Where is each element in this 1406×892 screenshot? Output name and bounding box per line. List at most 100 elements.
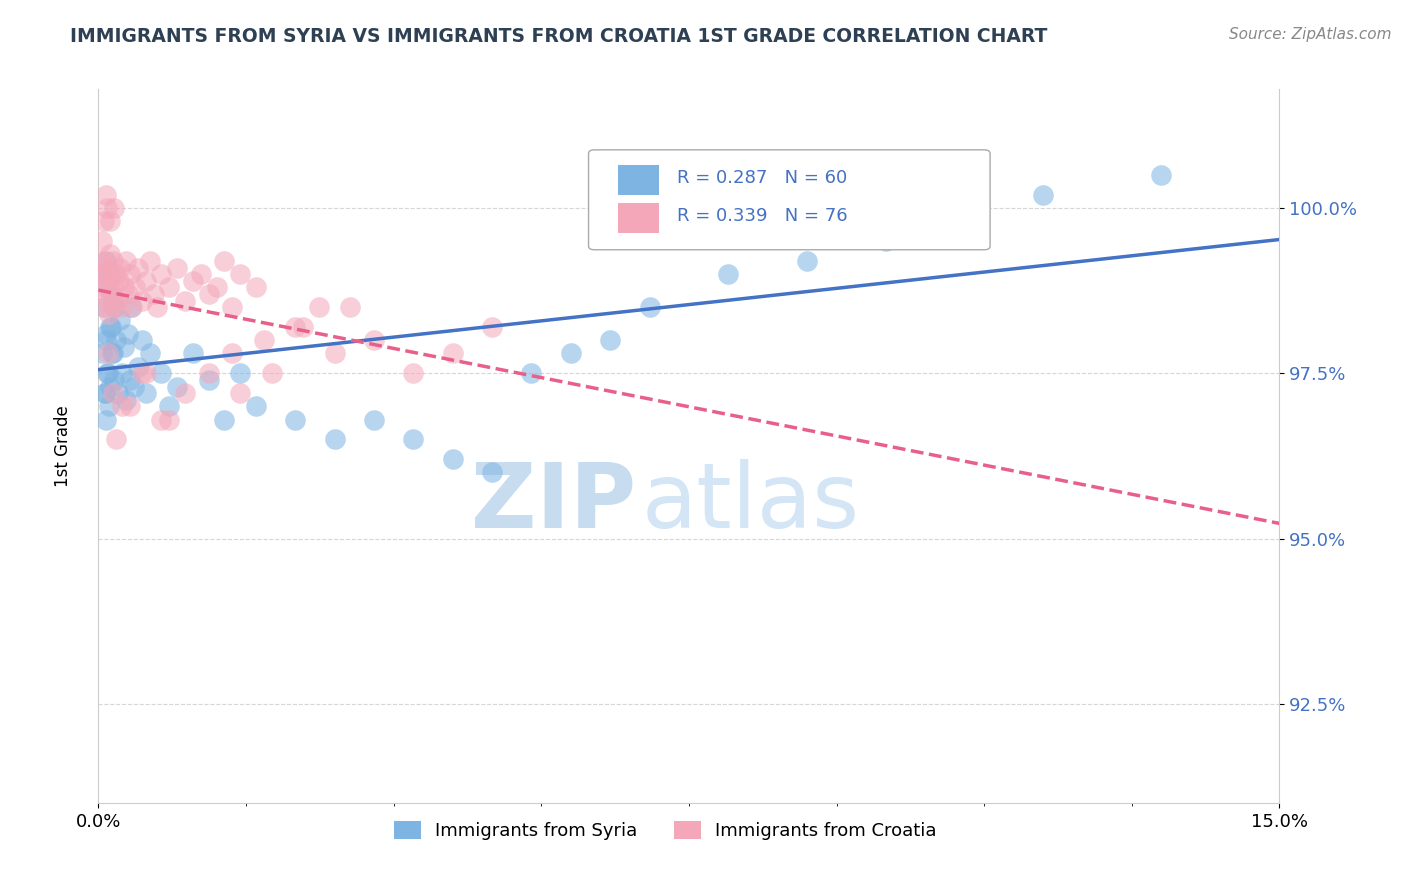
Point <box>953 214 976 228</box>
FancyBboxPatch shape <box>589 150 990 250</box>
Point <box>98 274 121 288</box>
Point <box>93 386 115 401</box>
Point <box>131 367 153 381</box>
Point <box>97 307 120 321</box>
Text: IMMIGRANTS FROM SYRIA VS IMMIGRANTS FROM CROATIA 1ST GRADE CORRELATION CHART: IMMIGRANTS FROM SYRIA VS IMMIGRANTS FROM… <box>70 27 1047 45</box>
Point <box>104 433 127 447</box>
Point <box>93 300 115 314</box>
Point <box>112 340 135 354</box>
Point <box>1032 188 1054 202</box>
Point <box>363 412 385 426</box>
Point <box>91 267 114 281</box>
Point <box>157 412 180 426</box>
Point <box>245 280 267 294</box>
Point <box>131 293 153 308</box>
Point <box>166 379 188 393</box>
Point <box>98 247 121 261</box>
Point <box>150 267 173 281</box>
Point <box>115 254 138 268</box>
Text: atlas: atlas <box>641 459 860 547</box>
Point <box>124 280 146 294</box>
Text: Source: ZipAtlas.com: Source: ZipAtlas.com <box>1229 27 1392 42</box>
Point <box>103 373 125 387</box>
Point <box>205 280 228 294</box>
Point <box>560 346 582 360</box>
Point <box>875 234 897 248</box>
Point <box>89 254 111 268</box>
Point <box>481 320 503 334</box>
Point <box>90 280 112 294</box>
Point <box>94 280 117 294</box>
Point <box>308 300 330 314</box>
Point <box>229 386 252 401</box>
Point <box>96 326 118 341</box>
Point <box>96 254 118 268</box>
Point <box>110 260 132 275</box>
Text: ZIP: ZIP <box>471 459 636 547</box>
Point <box>91 234 114 248</box>
Point <box>98 214 121 228</box>
Point <box>122 379 145 393</box>
Point <box>101 293 124 308</box>
Point <box>97 367 120 381</box>
Point <box>181 346 204 360</box>
Point <box>214 412 236 426</box>
FancyBboxPatch shape <box>619 165 659 194</box>
Point <box>103 300 125 314</box>
Point <box>221 346 243 360</box>
Point <box>339 300 361 314</box>
Point <box>190 267 212 281</box>
Point <box>260 367 283 381</box>
Point <box>117 326 139 341</box>
Point <box>118 373 141 387</box>
Point <box>101 386 124 401</box>
Point <box>111 367 134 381</box>
Point <box>520 367 543 381</box>
Point <box>91 346 114 360</box>
Point <box>323 433 346 447</box>
Point <box>197 367 219 381</box>
Point <box>166 260 188 275</box>
Point <box>131 333 153 347</box>
Point <box>104 267 127 281</box>
Text: 1st Grade: 1st Grade <box>55 405 72 487</box>
Point <box>150 412 173 426</box>
Point <box>181 274 204 288</box>
Point <box>96 267 118 281</box>
Point <box>121 300 143 314</box>
Point <box>142 287 165 301</box>
Point <box>101 346 124 360</box>
Point <box>115 392 138 407</box>
Point <box>96 293 118 308</box>
Point <box>157 280 180 294</box>
Point <box>245 400 267 414</box>
Point <box>103 280 125 294</box>
Point <box>101 346 124 360</box>
Point <box>96 201 118 215</box>
Point <box>135 274 157 288</box>
Point <box>101 267 124 281</box>
Point <box>284 412 307 426</box>
Point <box>118 400 141 414</box>
Point <box>108 274 131 288</box>
Point <box>98 267 121 281</box>
Point <box>127 260 149 275</box>
Point <box>221 300 243 314</box>
Point <box>93 300 115 314</box>
Point <box>110 313 132 327</box>
Point <box>93 386 115 401</box>
Point <box>284 320 307 334</box>
Point <box>101 300 124 314</box>
Point <box>229 267 252 281</box>
Point <box>150 367 173 381</box>
Point <box>135 386 157 401</box>
Point <box>98 379 121 393</box>
Point <box>117 287 139 301</box>
Point <box>323 346 346 360</box>
Point <box>118 267 141 281</box>
FancyBboxPatch shape <box>619 203 659 234</box>
Point <box>174 293 197 308</box>
Point <box>105 293 128 308</box>
Point <box>103 201 125 215</box>
Point <box>107 386 129 401</box>
